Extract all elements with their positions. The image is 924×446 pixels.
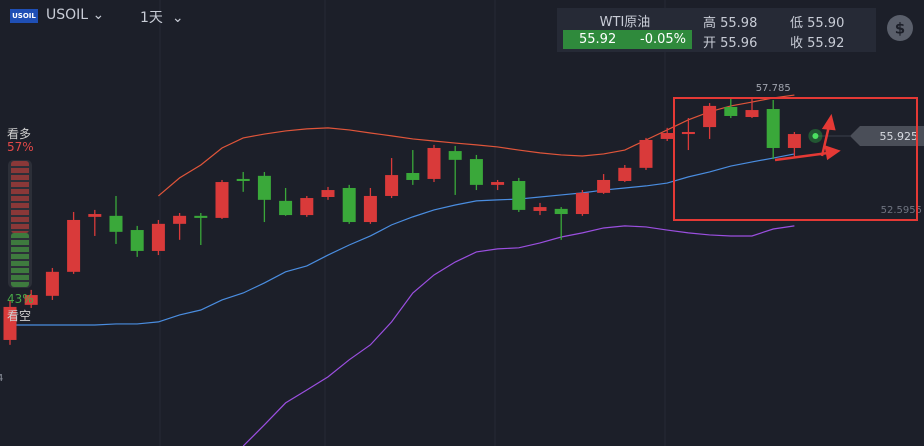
quote-price: 55.92 [579, 32, 617, 47]
quote-change: -0.05% [640, 32, 686, 47]
annotation-arrows [774, 113, 841, 162]
symbol-icon: USOIL [10, 9, 38, 23]
candle-body [406, 173, 420, 180]
candle-body [766, 109, 780, 148]
candle-body [363, 195, 377, 223]
price-tag-text: 55.925 [880, 130, 919, 143]
candle-body [533, 207, 547, 211]
candle-body [660, 133, 674, 139]
candle-body [787, 134, 801, 148]
candle-body [300, 198, 314, 216]
arrow-head [821, 113, 836, 131]
candle-body [491, 182, 505, 185]
quote-close: 收 55.92 [790, 36, 845, 51]
candle-body [427, 147, 441, 179]
candle-body [321, 190, 335, 198]
dollar-sign: $ [895, 20, 905, 38]
candle-body [554, 208, 568, 215]
bear-label: 看空 [7, 309, 32, 323]
candle-body [681, 131, 695, 135]
candle-body [67, 219, 81, 272]
low-label: 52.5955 [881, 205, 922, 216]
symbol[interactable]: USOIL ⌄ [46, 7, 105, 23]
quote-open: 开 55.96 [703, 36, 758, 51]
candle-body [639, 139, 653, 168]
bull-pct: 57% [7, 140, 34, 154]
price-tag [850, 125, 924, 146]
quote-name: WTI原油 [599, 15, 651, 30]
candle-body [3, 306, 17, 340]
sentiment-bar [8, 160, 32, 288]
sentiment-segment [11, 161, 29, 233]
candle-body [745, 110, 759, 118]
candle-body [88, 214, 102, 217]
candle-body [24, 295, 38, 305]
band-line [242, 225, 795, 446]
candle-body [236, 178, 250, 182]
candle-body [279, 200, 293, 216]
candle-body [618, 167, 632, 182]
interval[interactable]: 1天 ⌄ [140, 10, 184, 26]
candle-body [703, 105, 717, 128]
candle-body [45, 271, 59, 296]
annotation-box [673, 97, 918, 221]
quote-price-box: 55.92 -0.05% [563, 30, 692, 49]
dollar-icon[interactable] [887, 15, 913, 41]
high-label: 57.785 [756, 83, 791, 94]
bear-pct: 43% [7, 292, 34, 306]
candle-body [215, 182, 229, 218]
symbol-text: USOIL [46, 7, 89, 23]
plot: 57.785 52.5955 55.925 4 [0, 83, 924, 446]
arrow-head [824, 145, 841, 161]
candle-body [724, 106, 738, 116]
quote-low: 低 55.90 [790, 16, 845, 31]
candle-body [109, 215, 123, 232]
candle-body [173, 215, 187, 224]
candle-body [597, 179, 611, 193]
quote-high: 高 55.98 [703, 16, 758, 31]
sentiment-segment [11, 232, 29, 287]
candle-body [448, 151, 462, 160]
candle-body [342, 187, 356, 223]
candle-body [194, 215, 208, 218]
grid [159, 0, 666, 446]
candle-body [512, 181, 526, 210]
candle-body [575, 192, 589, 215]
arrow [820, 125, 831, 157]
band-line [10, 153, 795, 326]
candle-body [151, 223, 165, 251]
arrow [774, 151, 829, 162]
price-dot [812, 132, 819, 139]
candle-body [469, 159, 483, 185]
bull-label: 看多 [7, 127, 32, 141]
interval-text: 1天 [140, 10, 163, 26]
candle-body [130, 230, 144, 251]
candle-body [257, 175, 271, 200]
candle-body [385, 175, 399, 196]
quote-box: WTI原油 55.92 -0.05% 高 55.98 低 55.90 开 55.… [557, 8, 876, 52]
edge-label: 4 [0, 373, 3, 384]
